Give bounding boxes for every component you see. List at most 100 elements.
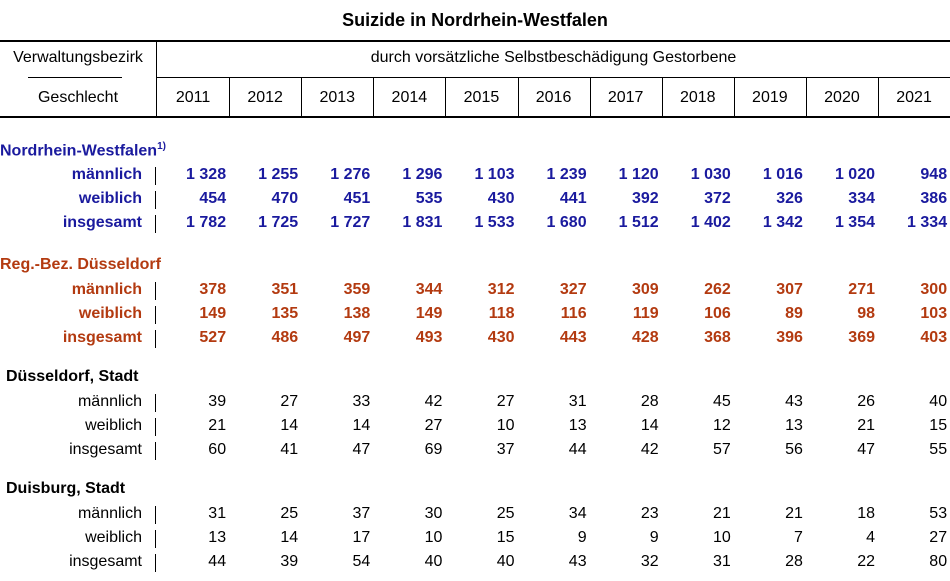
table-cell: 9 xyxy=(577,529,587,546)
table-cell: 138 xyxy=(343,305,371,322)
table-cell: 149 xyxy=(199,305,227,322)
table-cell: 40 xyxy=(496,553,515,570)
table-cell: 1 030 xyxy=(690,166,731,183)
section-heading: Düsseldorf, Stadt xyxy=(6,368,138,386)
row-label-weiblich: weiblich xyxy=(78,305,142,322)
section-name: Reg.-Bez. Düsseldorf xyxy=(0,256,161,273)
row-label-männlich: männlich xyxy=(71,166,142,183)
table-cell: 30 xyxy=(424,505,443,522)
table-cell: 948 xyxy=(920,166,948,183)
table-cell: 13 xyxy=(208,529,227,546)
table-cell: 351 xyxy=(271,281,299,298)
table-cell: 359 xyxy=(343,281,371,298)
year-header-2021: 2021 xyxy=(896,89,932,106)
table-cell: 17 xyxy=(352,529,371,546)
table-cell: 118 xyxy=(488,305,515,322)
table-cell: 12 xyxy=(713,417,731,434)
table-cell: 430 xyxy=(487,329,515,346)
span-underline xyxy=(157,77,950,78)
table-cell: 54 xyxy=(352,553,371,570)
year-header-2019: 2019 xyxy=(752,89,788,106)
year-header-2013: 2013 xyxy=(319,89,356,106)
row-label-männlich: männlich xyxy=(71,281,142,298)
table-cell: 1 276 xyxy=(330,166,371,183)
table-cell: 1 342 xyxy=(762,214,803,231)
row-divider xyxy=(155,530,156,548)
page-title: Suizide in Nordrhein-Westfalen xyxy=(342,10,608,30)
table-cell: 69 xyxy=(424,441,443,458)
table-cell: 1 512 xyxy=(618,214,659,231)
table-cell: 13 xyxy=(568,417,587,434)
table-cell: 26 xyxy=(857,393,875,410)
year-column-rule xyxy=(589,78,591,116)
table-cell: 53 xyxy=(929,505,948,522)
table-cell: 14 xyxy=(280,417,299,434)
table-cell: 27 xyxy=(280,393,299,410)
table-cell: 44 xyxy=(568,441,587,458)
table-cell: 493 xyxy=(415,329,443,346)
table-cell: 1 680 xyxy=(546,214,587,231)
table-cell: 106 xyxy=(704,305,731,322)
col1-divider-dash xyxy=(28,77,122,78)
year-column-rule xyxy=(661,78,663,116)
section-name: Düsseldorf, Stadt xyxy=(6,368,139,385)
table-cell: 1 354 xyxy=(834,214,875,231)
table-cell: 28 xyxy=(640,393,659,410)
row-divider xyxy=(155,282,156,300)
year-header-2012: 2012 xyxy=(247,89,283,106)
table-cell: 18 xyxy=(857,505,875,522)
table-cell: 34 xyxy=(568,505,587,522)
row-label-männlich: männlich xyxy=(77,505,142,522)
row-divider xyxy=(155,167,156,185)
table-cell: 372 xyxy=(704,190,731,207)
section-heading: Nordrhein-Westfalen1) xyxy=(0,141,166,160)
table-cell: 1 725 xyxy=(258,214,299,231)
table-cell: 23 xyxy=(640,505,659,522)
table-cell: 32 xyxy=(640,553,659,570)
table-cell: 27 xyxy=(929,529,948,546)
row-divider xyxy=(155,554,156,572)
table-cell: 43 xyxy=(785,393,803,410)
table-cell: 378 xyxy=(199,281,227,298)
table-cell: 45 xyxy=(713,393,731,410)
table-cell: 135 xyxy=(271,305,299,322)
table-cell: 10 xyxy=(496,417,515,434)
row-divider xyxy=(155,330,156,348)
table-cell: 57 xyxy=(713,441,731,458)
table-cell: 15 xyxy=(929,417,948,434)
year-column-rule xyxy=(805,78,807,116)
year-header-2017: 2017 xyxy=(607,89,644,106)
table-cell: 497 xyxy=(343,329,371,346)
table-cell: 271 xyxy=(848,281,875,298)
table-cell: 441 xyxy=(559,190,587,207)
table-cell: 40 xyxy=(424,553,443,570)
table-cell: 27 xyxy=(496,393,515,410)
table-cell: 47 xyxy=(857,441,875,458)
table-cell: 396 xyxy=(776,329,803,346)
table-cell: 21 xyxy=(208,417,227,434)
table-cell: 14 xyxy=(640,417,659,434)
table-cell: 470 xyxy=(271,190,299,207)
table-cell: 37 xyxy=(496,441,515,458)
header-verwaltungsbezirk: Verwaltungsbezirk xyxy=(13,49,143,66)
table-cell: 1 020 xyxy=(834,166,875,183)
row-label-insgesamt: insgesamt xyxy=(62,214,142,231)
table-cell: 31 xyxy=(208,505,227,522)
table-cell: 428 xyxy=(631,329,659,346)
row-label-weiblich: weiblich xyxy=(85,417,142,434)
table-cell: 368 xyxy=(704,329,731,346)
row-label-weiblich: weiblich xyxy=(78,190,142,207)
footnote-marker: 1) xyxy=(157,141,166,152)
table-cell: 55 xyxy=(929,441,948,458)
year-column-rule xyxy=(878,78,879,116)
year-header-2016: 2016 xyxy=(535,89,572,106)
table-cell: 527 xyxy=(199,329,227,346)
table-cell: 403 xyxy=(920,329,948,346)
table-cell: 119 xyxy=(632,305,659,322)
row-divider xyxy=(155,191,156,209)
table-cell: 1 255 xyxy=(258,166,299,183)
year-header-2014: 2014 xyxy=(391,89,428,106)
table-cell: 44 xyxy=(208,553,227,570)
table-cell: 28 xyxy=(785,553,803,570)
table-cell: 89 xyxy=(785,305,803,322)
